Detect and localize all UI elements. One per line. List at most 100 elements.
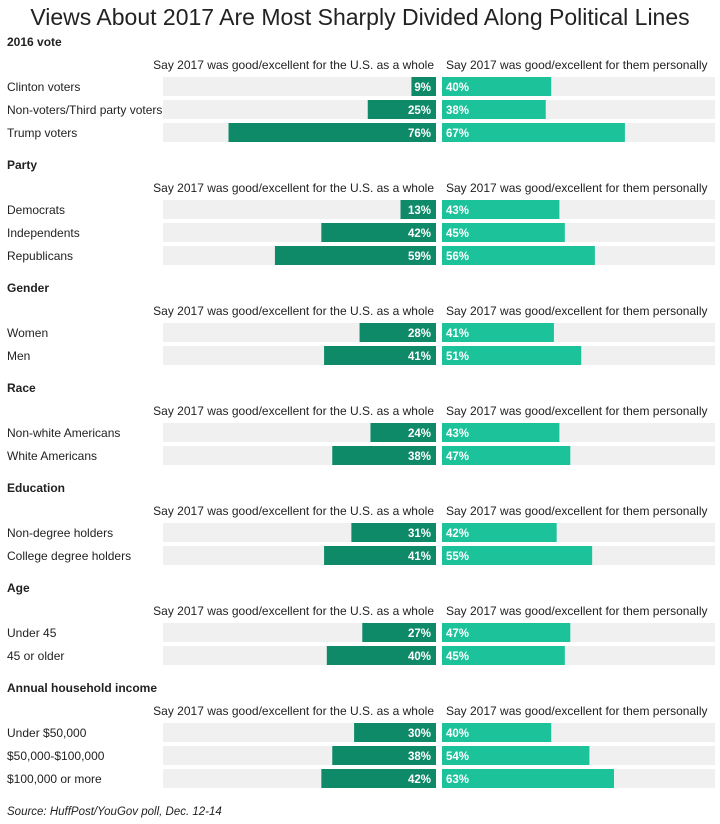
bar-left [362,623,436,642]
data-label-left: 59% [408,251,431,263]
row-label: 45 or older [7,649,64,663]
data-label-right: 63% [446,774,469,786]
bar-left [354,723,436,742]
row-label: Republicans [7,249,73,263]
group-heading: 2016 vote [7,35,62,49]
bar-right [442,123,625,142]
data-label-right: 43% [446,428,469,440]
row-label: Men [7,349,30,363]
bar-left [332,746,436,765]
data-label-right: 40% [446,82,469,94]
data-label-left: 27% [408,628,431,640]
bar-right [442,446,571,465]
bar-right [442,223,565,242]
data-label-right: 54% [446,751,469,763]
row-label: $50,000-$100,000 [7,749,105,763]
row-label: Women [7,326,48,340]
data-label-right: 45% [446,651,469,663]
data-label-left: 28% [408,328,431,340]
data-label-left: 38% [408,451,431,463]
column-header-left: Say 2017 was good/excellent for the U.S.… [153,604,434,618]
column-header-right: Say 2017 was good/excellent for them per… [446,704,708,718]
bar-right [442,646,565,665]
row-label: Non-voters/Third party voters [7,103,162,117]
data-label-left: 38% [408,751,431,763]
column-header-right: Say 2017 was good/excellent for them per… [446,604,708,618]
row-label: Democrats [7,203,65,217]
bar-left [274,246,436,265]
data-label-left: 40% [408,651,431,663]
data-label-left: 41% [408,551,431,563]
track-left [163,423,436,442]
data-label-right: 42% [446,528,469,540]
bar-left [359,323,436,342]
column-header-left: Say 2017 was good/excellent for the U.S.… [153,404,434,418]
column-header-right: Say 2017 was good/excellent for them per… [446,504,708,518]
bar-left [324,346,436,365]
data-label-right: 41% [446,328,469,340]
row-label: White Americans [7,449,97,463]
column-header-left: Say 2017 was good/excellent for the U.S.… [153,704,434,718]
data-label-right: 45% [446,228,469,240]
row-label: Under 45 [7,626,57,640]
bar-right [442,546,593,565]
bar-right [442,623,571,642]
group-heading: Race [7,381,36,395]
data-label-left: 76% [408,128,431,140]
data-label-left: 30% [408,728,431,740]
data-label-right: 51% [446,351,469,363]
bar-left [321,769,436,788]
data-label-right: 47% [446,451,469,463]
source-note: Source: HuffPost/YouGov poll, Dec. 12-14 [7,806,222,818]
column-header-right: Say 2017 was good/excellent for them per… [446,404,708,418]
bar-left [367,100,436,119]
bar-right [442,523,557,542]
bar-left [326,646,436,665]
data-label-right: 43% [446,205,469,217]
bar-left [228,123,436,142]
bar-left [324,546,436,565]
group-heading: Annual household income [7,681,157,695]
group-heading: Education [7,481,65,495]
data-label-left: 41% [408,351,431,363]
data-label-left: 42% [408,774,431,786]
data-label-right: 67% [446,128,469,140]
row-label: Non-degree holders [7,526,113,540]
column-header-left: Say 2017 was good/excellent for the U.S.… [153,181,434,195]
data-label-right: 47% [446,628,469,640]
column-header-left: Say 2017 was good/excellent for the U.S.… [153,504,434,518]
column-header-right: Say 2017 was good/excellent for them per… [446,304,708,318]
bar-right [442,346,582,365]
data-label-right: 56% [446,251,469,263]
bar-right [442,323,554,342]
bar-right [442,100,546,119]
row-label: Clinton voters [7,80,80,94]
row-label: Independents [7,226,80,240]
group-heading: Gender [7,281,49,295]
bar-right [442,246,595,265]
column-header-right: Say 2017 was good/excellent for them per… [446,181,708,195]
data-label-right: 55% [446,551,469,563]
bar-right [442,423,560,442]
bar-right [442,746,590,765]
data-label-right: 38% [446,105,469,117]
bar-left [411,77,436,96]
group-heading: Party [7,158,37,172]
bar-right [442,200,560,219]
row-label: Trump voters [7,126,77,140]
bar-left [332,446,436,465]
bar-right [442,723,552,742]
row-label: College degree holders [7,549,131,563]
bar-right [442,769,614,788]
data-label-left: 24% [408,428,431,440]
data-label-left: 42% [408,228,431,240]
bar-left [400,200,436,219]
data-label-left: 13% [408,205,431,217]
data-label-left: 25% [408,105,431,117]
chart-title: Views About 2017 Are Most Sharply Divide… [30,4,690,30]
data-label-left: 31% [408,528,431,540]
column-header-left: Say 2017 was good/excellent for the U.S.… [153,58,434,72]
bar-left [321,223,436,242]
bar-left [351,523,436,542]
column-header-right: Say 2017 was good/excellent for them per… [446,58,708,72]
